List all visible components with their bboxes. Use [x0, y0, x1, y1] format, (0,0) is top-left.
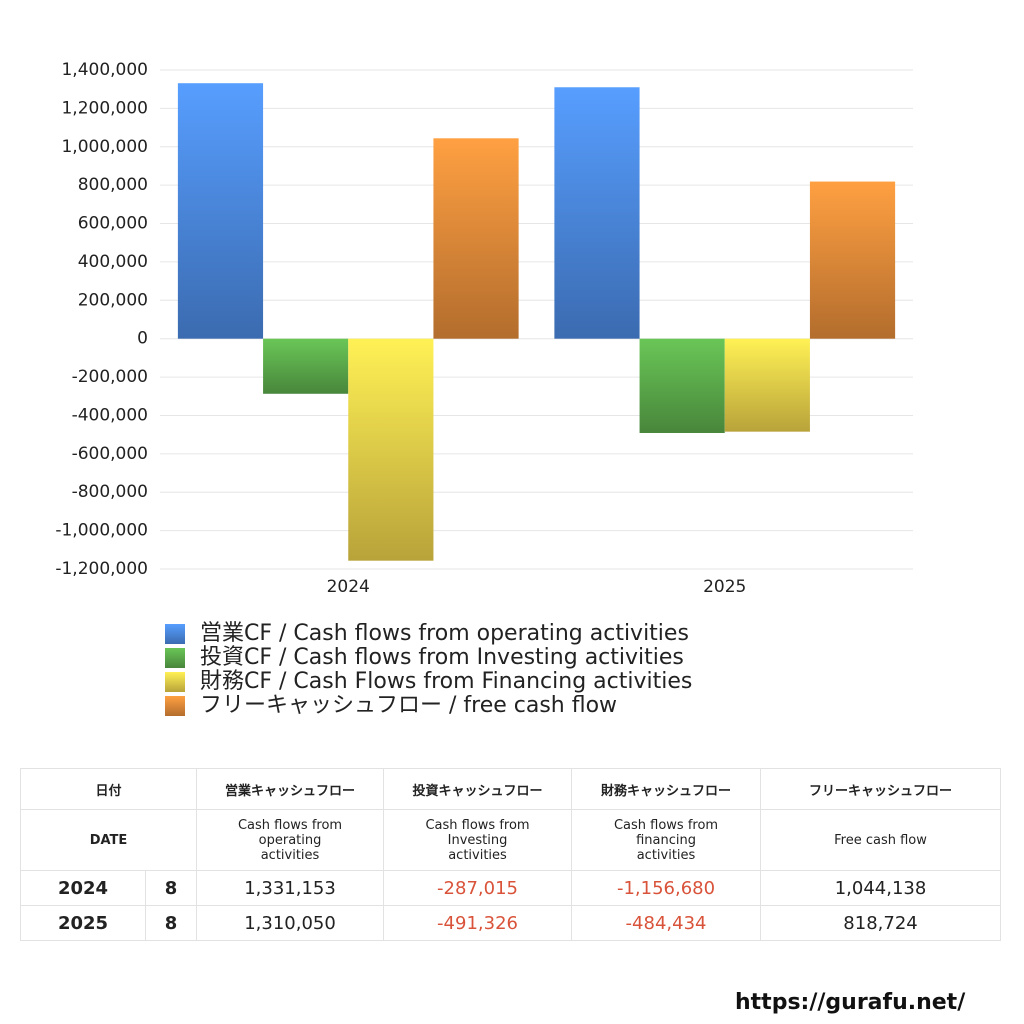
header-cell: 財務キャッシュフロー — [571, 768, 762, 810]
subheader-cell: Free cash flow — [760, 809, 1002, 871]
month-cell: 8 — [144, 905, 198, 941]
bar — [639, 338, 725, 433]
x-tick-label: 2025 — [703, 577, 746, 597]
y-tick-label: 0 — [137, 329, 148, 349]
y-tick-label: -1,200,000 — [55, 559, 148, 579]
y-tick-label: 1,400,000 — [61, 60, 148, 80]
bar — [724, 338, 810, 432]
bar — [433, 138, 519, 339]
x-tick-label: 2024 — [327, 577, 370, 597]
legend-swatch — [165, 624, 185, 644]
legend-swatch — [165, 648, 185, 668]
legend-label: 投資CF / Cash flows from Investing activit… — [200, 645, 684, 670]
subheader-cell: Cash flows from financing activities — [571, 809, 762, 871]
year-cell: 2024 — [20, 870, 146, 906]
legend-swatch — [165, 696, 185, 716]
value-cell: 1,310,050 — [196, 905, 385, 941]
bar — [348, 338, 434, 561]
bar — [177, 83, 264, 339]
data-table: 日付 営業キャッシュフロー 投資キャッシュフロー 財務キャッシュフロー フリーキ… — [19, 768, 1002, 941]
subheader-cell: Cash flows from Investing activities — [383, 809, 573, 871]
y-tick-label: 400,000 — [78, 252, 148, 272]
value-cell: -491,326 — [383, 905, 573, 941]
legend-swatch — [165, 672, 185, 692]
value-cell: -484,434 — [571, 905, 762, 941]
chart: -1,200,000 -1,000,000 -800,000 -600,000 -400… — [55, 60, 913, 718]
month-cell: 8 — [144, 870, 198, 906]
value-cell: 818,724 — [760, 905, 1002, 941]
value-cell: -1,156,680 — [571, 870, 762, 906]
y-tick-label: -400,000 — [72, 405, 148, 425]
y-tick-label: -800,000 — [72, 482, 148, 502]
legend-label: 営業CF / Cash flows from operating activit… — [200, 621, 689, 646]
site-url: https://gurafu.net/ — [735, 990, 966, 1015]
y-tick-label: 200,000 — [78, 290, 148, 310]
header-cell: 営業キャッシュフロー — [196, 768, 385, 810]
y-tick-label: 1,200,000 — [61, 98, 148, 118]
y-tick-label: 600,000 — [78, 214, 148, 234]
y-tick-label: -200,000 — [72, 367, 148, 387]
legend-label: フリーキャッシュフロー / free cash flow — [200, 693, 617, 718]
bar — [263, 338, 349, 394]
bar — [809, 181, 896, 339]
y-tick-label: -1,000,000 — [55, 521, 148, 541]
value-cell: -287,015 — [383, 870, 573, 906]
value-cell: 1,044,138 — [760, 870, 1002, 906]
legend-label: 財務CF / Cash Flows from Financing activit… — [200, 669, 692, 694]
bar — [554, 87, 640, 339]
value-cell: 1,331,153 — [196, 870, 385, 906]
subheader-cell: DATE — [19, 809, 198, 871]
y-tick-label: 1,000,000 — [61, 137, 148, 157]
header-cell: 日付 — [19, 768, 198, 810]
y-tick-label: 800,000 — [78, 175, 148, 195]
year-cell: 2025 — [20, 905, 146, 941]
subheader-cell: Cash flows from operating activities — [196, 809, 385, 871]
header-cell: 投資キャッシュフロー — [383, 768, 573, 810]
header-cell: フリーキャッシュフロー — [760, 768, 1002, 810]
y-tick-label: -600,000 — [72, 444, 148, 464]
